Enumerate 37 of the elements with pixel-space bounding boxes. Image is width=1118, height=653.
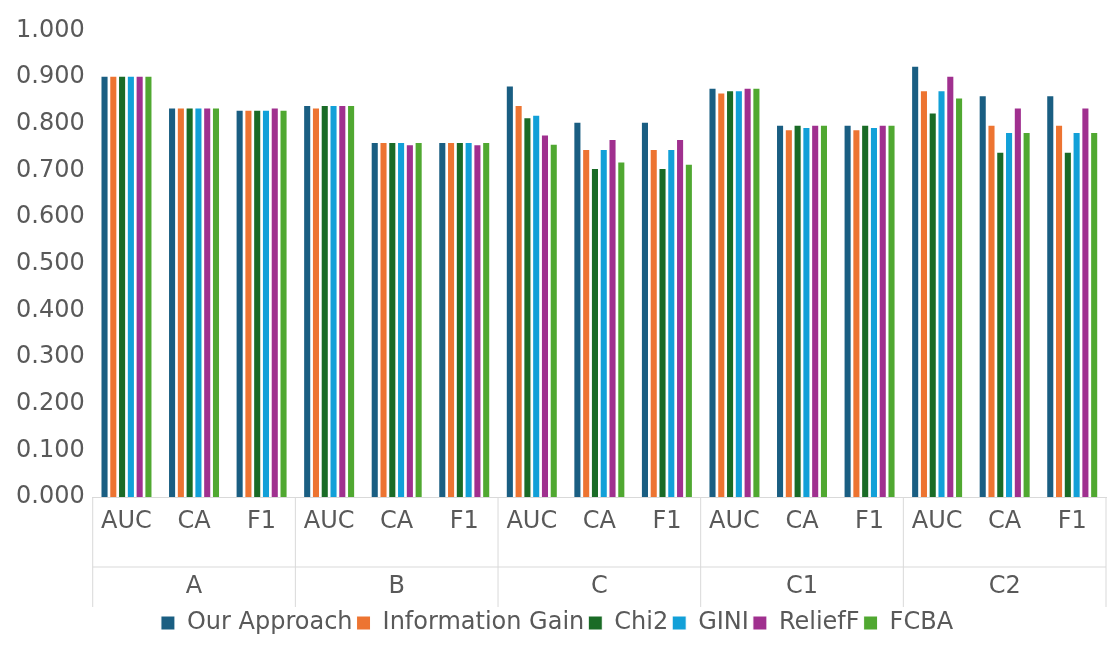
x-tick-label: AUC (506, 505, 558, 534)
x-tick-label: CA (785, 505, 820, 534)
y-tick-label: 0.200 (15, 387, 85, 416)
x-tick-label: AUC (101, 505, 152, 534)
legend-label: FCBA (889, 607, 954, 636)
y-tick-label: 0.700 (15, 154, 85, 183)
x-tick-label: CA (177, 505, 212, 534)
x-tick-label: F1 (449, 505, 479, 534)
text: A (185, 571, 203, 600)
legend-label: GINI (698, 607, 749, 636)
x-tick-label: AUC (303, 505, 355, 534)
y-tick-label: 0.000 (15, 481, 85, 510)
y-tick-label: 0.900 (15, 61, 85, 90)
y-tick-label: 0.500 (15, 247, 85, 276)
text: B (388, 571, 405, 600)
y-tick-label: 1.000 (15, 14, 85, 43)
x-tick-label: AUC (709, 505, 760, 534)
legend-label: ReliefF (778, 607, 860, 636)
y-tick-label: 0.400 (15, 294, 85, 323)
text: C (590, 571, 608, 600)
x-tick-label: F1 (1057, 505, 1087, 534)
x-tick-label: F1 (652, 505, 682, 534)
y-tick-label: 0.300 (15, 341, 85, 370)
y-tick-label: 0.800 (15, 107, 85, 136)
legend-label: Our Approach (186, 607, 353, 636)
x-tick-label: CA (988, 505, 1022, 534)
x-tick-label: F1 (247, 505, 277, 534)
x-tick-label: CA (380, 505, 414, 534)
text: C2 (988, 571, 1021, 600)
y-tick-label: 0.100 (15, 434, 85, 463)
legend-label: Chi2 (614, 607, 669, 636)
text: C1 (786, 571, 819, 600)
y-tick-label: 0.600 (15, 201, 85, 230)
x-tick-label: F1 (855, 505, 885, 534)
x-tick-label: CA (582, 505, 617, 534)
x-tick-label: AUC (911, 505, 963, 534)
legend-label: Information Gain (382, 607, 585, 636)
